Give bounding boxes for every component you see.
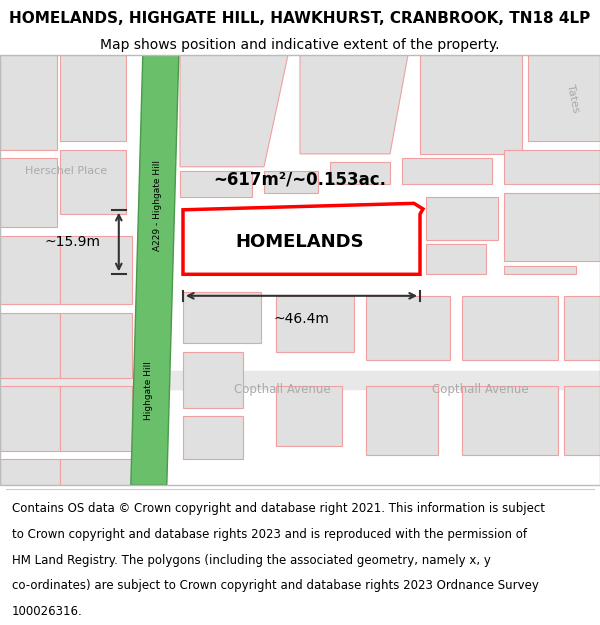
- Text: HOMELANDS: HOMELANDS: [236, 233, 364, 251]
- Text: Highgate Hill: Highgate Hill: [145, 361, 154, 420]
- Text: to Crown copyright and database rights 2023 and is reproduced with the permissio: to Crown copyright and database rights 2…: [12, 528, 527, 541]
- Polygon shape: [300, 55, 408, 154]
- Text: Contains OS data © Crown copyright and database right 2021. This information is : Contains OS data © Crown copyright and d…: [12, 502, 545, 515]
- Text: HM Land Registry. The polygons (including the associated geometry, namely x, y: HM Land Registry. The polygons (includin…: [12, 554, 491, 567]
- Text: Copthall Avenue: Copthall Avenue: [233, 383, 331, 396]
- Polygon shape: [180, 55, 288, 167]
- Bar: [462, 386, 558, 455]
- Polygon shape: [183, 203, 423, 274]
- Text: Herschel Place: Herschel Place: [25, 166, 107, 176]
- Bar: [183, 352, 243, 408]
- Text: ~15.9m: ~15.9m: [45, 235, 101, 249]
- Text: ~617m²/~0.153ac.: ~617m²/~0.153ac.: [214, 171, 386, 189]
- Bar: [528, 55, 600, 141]
- Bar: [330, 162, 390, 184]
- Bar: [402, 158, 492, 184]
- Bar: [564, 386, 600, 455]
- Bar: [60, 459, 132, 485]
- Text: ~46.4m: ~46.4m: [274, 312, 329, 326]
- Text: Tates: Tates: [565, 83, 581, 113]
- Text: co-ordinates) are subject to Crown copyright and database rights 2023 Ordnance S: co-ordinates) are subject to Crown copyr…: [12, 579, 539, 592]
- Bar: [183, 291, 261, 343]
- Bar: [426, 197, 498, 240]
- Bar: [0, 386, 60, 451]
- Bar: [60, 386, 132, 451]
- Text: Map shows position and indicative extent of the property.: Map shows position and indicative extent…: [100, 39, 500, 52]
- Bar: [426, 244, 486, 274]
- Bar: [0, 55, 57, 149]
- Bar: [0, 459, 60, 485]
- Text: HOMELANDS, HIGHGATE HILL, HAWKHURST, CRANBROOK, TN18 4LP: HOMELANDS, HIGHGATE HILL, HAWKHURST, CRA…: [10, 11, 590, 26]
- Bar: [276, 296, 354, 352]
- Text: A229 - Highgate Hill: A229 - Highgate Hill: [153, 160, 162, 251]
- Bar: [504, 149, 600, 184]
- Text: 100026316.: 100026316.: [12, 606, 83, 618]
- Bar: [276, 386, 342, 446]
- Polygon shape: [420, 55, 522, 154]
- Bar: [183, 416, 243, 459]
- Polygon shape: [131, 55, 179, 485]
- Bar: [60, 236, 132, 304]
- Bar: [60, 149, 126, 214]
- Bar: [0, 158, 57, 227]
- Bar: [564, 296, 600, 360]
- Bar: [0, 236, 60, 304]
- Bar: [504, 266, 576, 274]
- Bar: [60, 313, 132, 378]
- Bar: [462, 296, 558, 360]
- Text: Copthall Avenue: Copthall Avenue: [431, 383, 529, 396]
- Bar: [0, 313, 60, 378]
- Bar: [264, 171, 318, 192]
- Bar: [504, 192, 600, 261]
- Bar: [60, 55, 126, 141]
- Bar: [366, 386, 438, 455]
- Bar: [366, 296, 450, 360]
- Bar: [180, 171, 252, 197]
